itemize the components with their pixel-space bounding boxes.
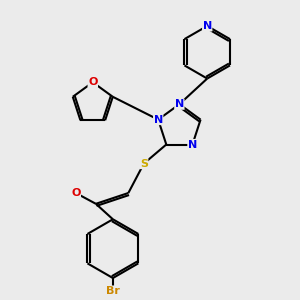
- Text: O: O: [88, 77, 98, 87]
- Text: O: O: [71, 188, 80, 198]
- Text: N: N: [154, 115, 163, 124]
- Text: Br: Br: [106, 286, 120, 296]
- Text: N: N: [202, 21, 212, 31]
- Text: S: S: [140, 159, 148, 169]
- Text: N: N: [175, 99, 184, 109]
- Text: N: N: [188, 140, 197, 149]
